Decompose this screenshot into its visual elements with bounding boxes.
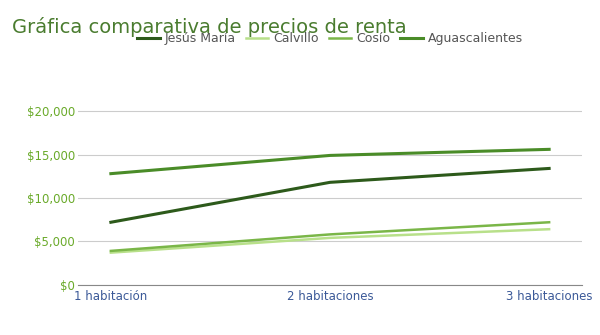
Calvillo (107, 251, 115, 255)
Aguascalientes (545, 147, 553, 151)
Line: Cosío: Cosío (111, 222, 549, 251)
Cosío (107, 249, 115, 253)
Jesús María (545, 166, 553, 171)
Text: Gráfica comparativa de precios de renta: Gráfica comparativa de precios de renta (12, 17, 407, 37)
Legend: Jesús María, Calvillo, Cosío, Aguascalientes: Jesús María, Calvillo, Cosío, Aguascalie… (132, 27, 528, 51)
Cosío (545, 220, 553, 224)
Calvillo (326, 236, 334, 240)
Line: Jesús María: Jesús María (111, 169, 549, 222)
Aguascalientes (326, 153, 334, 157)
Jesús María (326, 180, 334, 184)
Line: Calvillo: Calvillo (111, 229, 549, 253)
Aguascalientes (107, 172, 115, 176)
Cosío (326, 232, 334, 237)
Jesús María (107, 220, 115, 224)
Line: Aguascalientes: Aguascalientes (111, 149, 549, 174)
Calvillo (545, 227, 553, 231)
